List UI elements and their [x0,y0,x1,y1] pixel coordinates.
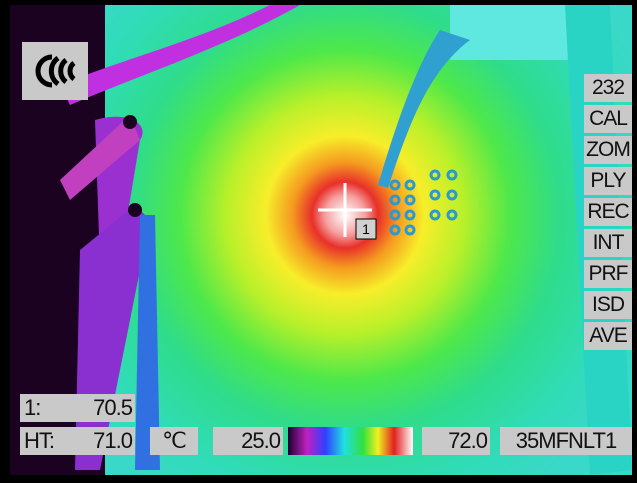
color-scale [288,427,413,455]
cable [60,115,140,200]
spot-label: 1: [24,395,41,420]
screw [123,115,137,129]
ht-label: HT: [24,428,55,453]
cable [135,215,160,470]
menu-item[interactable]: PLY [584,167,632,195]
menu-item[interactable]: AVE [584,322,632,350]
ht-readout: HT: 71.0 [20,427,135,455]
audio-icon-box [22,42,88,100]
scale-min: 25.0 [213,427,283,455]
ht-value: 71.0 [93,428,133,453]
menu-item[interactable]: REC [584,198,632,226]
spot-marker-box [355,218,377,240]
connector [450,5,575,60]
menu-item[interactable]: 232 [584,74,632,102]
cable [60,5,300,105]
unit[interactable]: ℃ [150,427,198,455]
menu-item[interactable]: CAL [584,105,632,133]
menu-item[interactable]: ZOM [584,136,632,164]
cable [378,30,470,188]
spot-value: 70.5 [93,395,133,420]
screw [128,203,142,217]
menu-item[interactable]: INT [584,229,632,257]
mode: 35MFNLT1 [500,427,632,455]
spot-marker: 1 [362,221,370,237]
menu-item[interactable]: ISD [584,291,632,319]
menu-item[interactable]: PRF [584,260,632,288]
spot-readout: 1: 70.5 [20,394,135,422]
component-pins [389,169,458,236]
crosshair [318,183,372,237]
audio-icon [35,54,76,88]
scale-max: 72.0 [422,427,490,455]
